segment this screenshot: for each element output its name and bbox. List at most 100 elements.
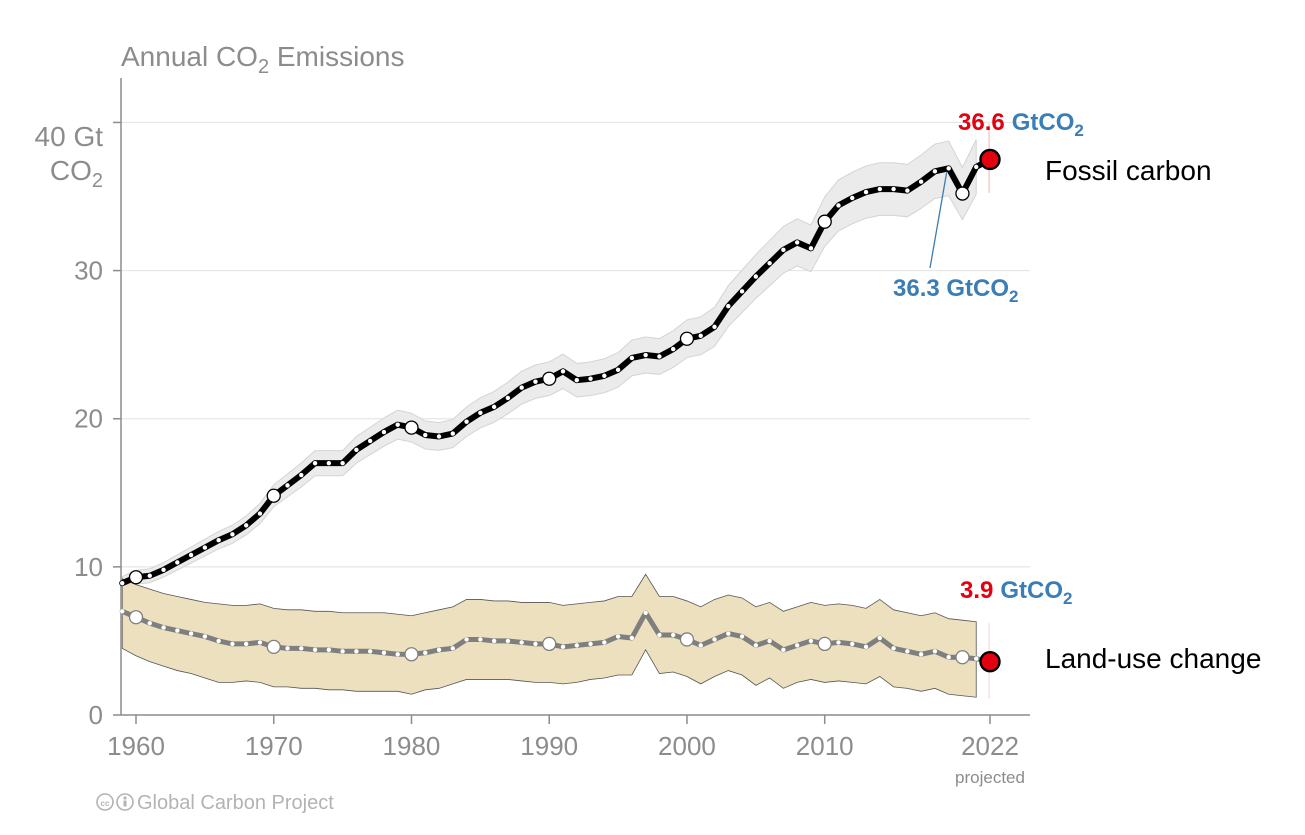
fossil-2021-callout: 36.3 GtCO2 [893, 275, 1019, 306]
land-use-point-1980 [404, 647, 419, 662]
land-use-point-1998 [657, 632, 662, 638]
fossil-point-2012 [850, 195, 855, 201]
land-use-point-1983 [450, 646, 456, 651]
fossil-point-1993 [588, 376, 593, 381]
land-use-point-2008 [794, 643, 800, 648]
fossil-point-2014 [877, 186, 883, 192]
fossil-projected-point [979, 148, 1001, 171]
x-tick-label-1980: 1980 [383, 731, 441, 761]
fossil-uncertainty-band [121, 139, 977, 591]
land-use-point-2004 [739, 634, 745, 639]
uncertainty-bands [121, 123, 990, 699]
x-tick-label-2022: 2022 [961, 731, 1019, 761]
fossil-point-1963 [175, 560, 180, 565]
land-use-point-1989 [533, 641, 538, 647]
fossil-point-2011 [836, 203, 841, 208]
fossil-point-1975 [340, 460, 345, 466]
land-use-point-1978 [381, 650, 387, 655]
land-use-point-1982 [436, 647, 442, 653]
fossil-callout-line [929, 172, 948, 269]
fossil-point-1982 [436, 434, 442, 439]
land-use-point-1984 [464, 637, 469, 642]
land-use-point-1987 [505, 638, 511, 644]
y-axis-unit-label: CO2 [50, 155, 103, 192]
fossil-point-1980 [404, 420, 419, 435]
fossil-point-1991 [560, 369, 566, 374]
land-use-projection-annotation: 3.9 GtCO2 [960, 577, 1073, 608]
land-use-point-1977 [367, 649, 373, 654]
land-use-point-1993 [588, 641, 593, 647]
fossil-point-1973 [312, 460, 318, 466]
land-use-point-2001 [698, 643, 703, 648]
land-use-point-1981 [423, 650, 428, 655]
fossil-projection-value: 36.6 [958, 109, 1005, 136]
fossil-point-1979 [395, 422, 400, 427]
land-use-projection-value: 3.9 [960, 577, 993, 604]
axes [120, 78, 1030, 716]
fossil-point-1998 [657, 354, 662, 359]
fossil-point-1970 [266, 488, 281, 503]
land-use-point-2014 [877, 635, 883, 641]
land-use-point-1974 [326, 647, 332, 653]
land-use-point-2019 [946, 655, 951, 660]
fossil-point-2000 [679, 331, 695, 346]
land-use-point-2020 [955, 650, 970, 665]
svg-text:cc: cc [101, 799, 110, 808]
land-use-point-1963 [175, 628, 180, 633]
fossil-point-2020 [955, 186, 970, 201]
y-axis-top-label: 40 Gt [35, 121, 104, 152]
land-use-change-label: Land-use change [1045, 643, 1261, 674]
credit-text: Global Carbon Project [137, 792, 334, 814]
fossil-point-2004 [739, 289, 745, 294]
fossil-point-1999 [670, 346, 676, 352]
land-use-point-1972 [299, 646, 304, 651]
land-use-point-2018 [932, 649, 938, 654]
land-use-point-1967 [230, 641, 235, 647]
y-tick-label-10: 10 [74, 552, 103, 582]
fossil-point-1962 [161, 567, 166, 573]
fossil-point-1985 [478, 410, 483, 415]
x-tick-label-2000: 2000 [658, 731, 716, 761]
land-use-point-1997 [643, 610, 648, 615]
y-tick-label-20: 20 [74, 404, 103, 434]
fossil-point-2002 [712, 324, 717, 330]
fossil-point-1976 [354, 447, 359, 453]
land-use-point-1968 [243, 641, 249, 647]
fossil-point-2005 [753, 274, 759, 279]
land-use-point-2009 [808, 638, 814, 644]
land-use-point-2017 [918, 652, 924, 657]
land-use-uncertainty-band [121, 573, 977, 698]
land-use-point-1999 [670, 632, 676, 638]
land-use-point-1991 [560, 644, 566, 650]
fossil-point-2015 [891, 186, 896, 192]
fossil-point-1984 [464, 419, 469, 424]
fossil-point-1987 [505, 395, 511, 401]
fossil-point-2009 [808, 246, 814, 251]
land-use-projected-point [979, 650, 1001, 673]
fossil-point-2001 [698, 333, 703, 338]
fossil-point-1977 [367, 438, 373, 444]
fossil-point-1996 [629, 355, 635, 361]
land-use-point-1966 [216, 638, 221, 644]
land-use-point-1973 [312, 647, 318, 653]
fossil-point-2016 [905, 188, 910, 193]
land-use-point-1986 [491, 638, 497, 644]
fossil-point-2008 [794, 240, 800, 245]
land-use-point-1995 [615, 634, 621, 639]
annotations: 36.6 GtCO2 Fossil carbon 36.3 GtCO2 3.9 Gt… [893, 109, 1261, 674]
creative-commons-icon [96, 793, 114, 811]
land-use-point-1979 [395, 652, 400, 657]
fossil-point-1967 [230, 532, 235, 537]
fossil-point-1969 [257, 511, 263, 516]
fossil-point-2003 [726, 303, 731, 309]
fossil-point-2010 [817, 214, 832, 229]
fossil-projection-annotation: 36.6 GtCO2 [958, 109, 1084, 140]
fossil-point-1959 [120, 580, 125, 586]
grid-lines [113, 121, 1030, 724]
fossil-point-1992 [574, 378, 579, 383]
fossil-point-1978 [381, 429, 387, 435]
land-use-point-1990 [542, 636, 557, 652]
fossil-point-1974 [326, 460, 332, 466]
land-use-point-1976 [354, 649, 359, 654]
